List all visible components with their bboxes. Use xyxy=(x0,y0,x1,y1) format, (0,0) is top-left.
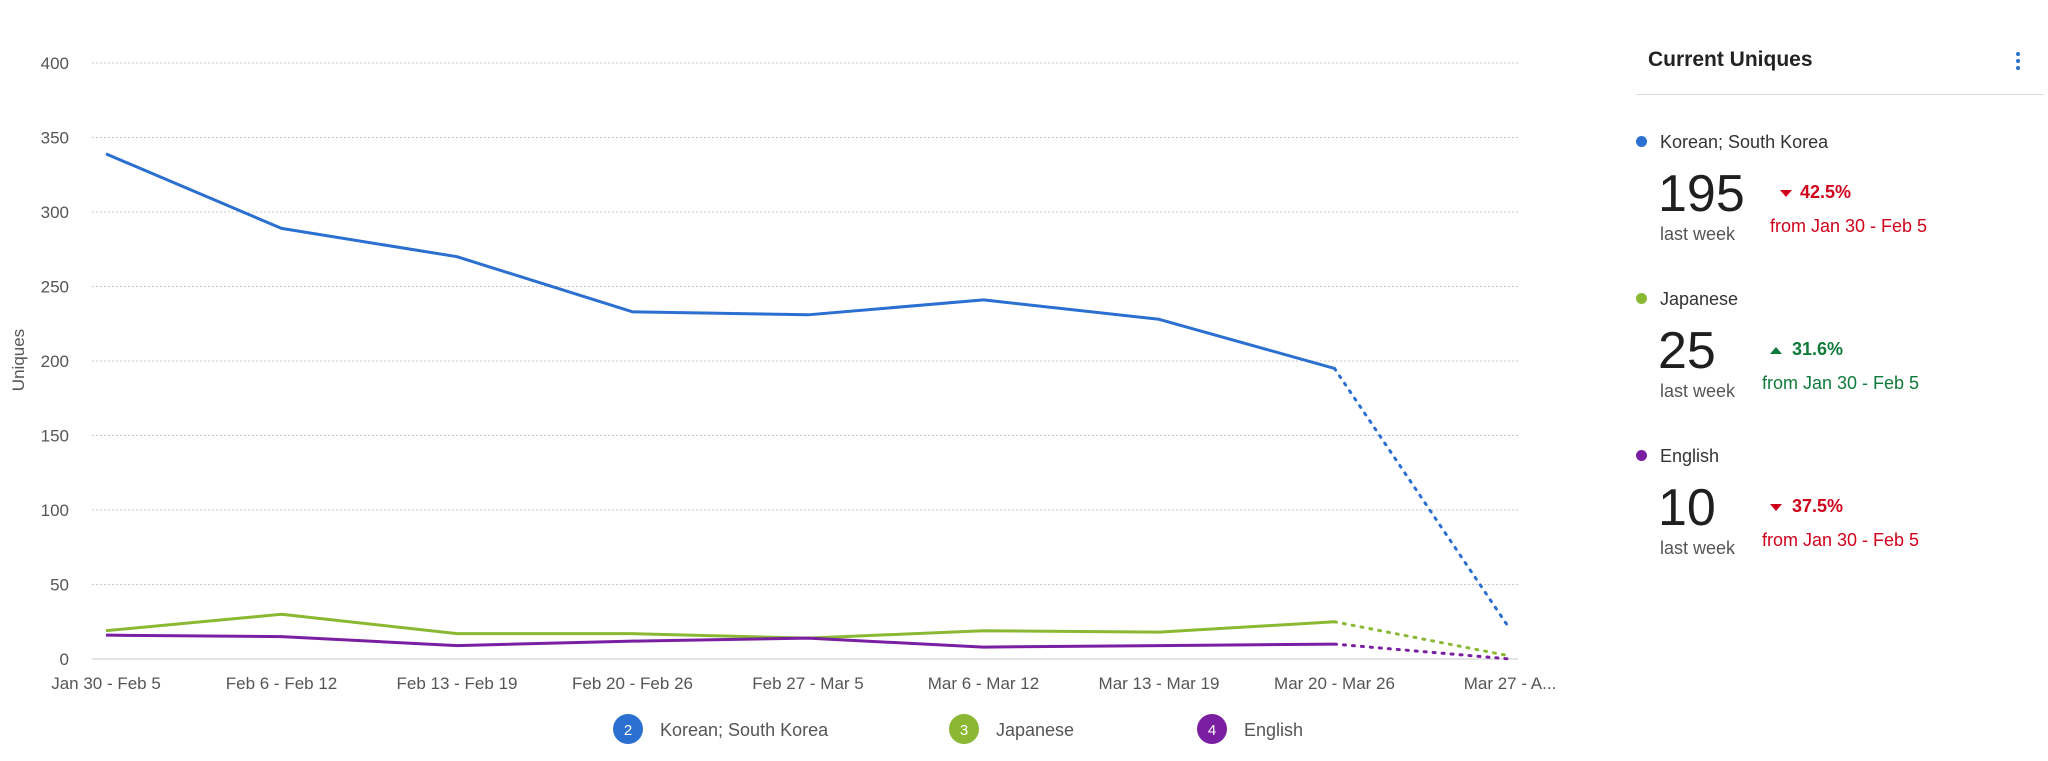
current-uniques-panel: Current Uniques Korean; South Korea 195 … xyxy=(1636,30,2044,730)
trend-up-icon xyxy=(1770,347,1782,354)
legend-item[interactable]: 3 Japanese xyxy=(949,714,1074,744)
y-axis-ticks: 0 50 100 150 200 250 300 350 400 xyxy=(41,54,69,669)
x-tick-label: Feb 6 - Feb 12 xyxy=(226,674,338,693)
series-projection-line xyxy=(1333,642,1512,661)
metric-period: last week xyxy=(1660,381,1736,401)
trend-down-icon xyxy=(1770,504,1782,511)
y-tick-label: 300 xyxy=(41,203,69,222)
legend-label: English xyxy=(1244,720,1303,740)
series-korean-south-korea xyxy=(105,152,1512,631)
legend-label: Korean; South Korea xyxy=(660,720,829,740)
metric-change: 42.5% xyxy=(1800,182,1852,202)
metric-name: Korean; South Korea xyxy=(1660,132,1829,152)
x-tick-label: Mar 13 - Mar 19 xyxy=(1099,674,1220,693)
legend-marker xyxy=(949,714,979,744)
series-line xyxy=(105,612,1335,640)
y-tick-label: 0 xyxy=(60,650,69,669)
metric-comparison: from Jan 30 - Feb 5 xyxy=(1770,216,1928,236)
line-chart: 0 50 100 150 200 250 300 350 400 Jan 30 - Feb 5 F… xyxy=(9,54,1556,744)
series-color-dot xyxy=(1636,293,1647,304)
x-tick-label: Feb 27 - Mar 5 xyxy=(752,674,864,693)
metric-value: 25 xyxy=(1658,322,1716,380)
metric-name: Japanese xyxy=(1660,289,1739,309)
metric-change: 31.6% xyxy=(1792,339,1844,359)
legend-number: 3 xyxy=(960,722,968,739)
metric-value: 10 xyxy=(1658,479,1716,537)
metric-comparison: from Jan 30 - Feb 5 xyxy=(1762,530,1920,550)
y-tick-label: 250 xyxy=(41,278,69,297)
series-japanese xyxy=(105,612,1512,658)
series-projection-line xyxy=(1333,366,1512,631)
series-english xyxy=(105,633,1512,661)
series-lines xyxy=(105,152,1512,661)
y-tick-label: 100 xyxy=(41,501,69,520)
metric-value: 195 xyxy=(1658,165,1745,223)
chart-legend: 2 Korean; South Korea 3 Japanese 4 English xyxy=(613,714,1303,744)
panel-title: Current Uniques xyxy=(1648,48,1813,71)
y-tick-label: 150 xyxy=(41,427,69,446)
y-tick-label: 50 xyxy=(50,576,69,595)
grid-lines xyxy=(92,62,1518,660)
metric-change: 37.5% xyxy=(1792,496,1844,516)
y-tick-label: 350 xyxy=(41,129,69,148)
y-tick-label: 400 xyxy=(41,54,69,73)
metric-period: last week xyxy=(1660,224,1736,244)
metric-korean: Korean; South Korea 195 last week 42.5% … xyxy=(1636,132,2044,272)
x-tick-label: Feb 20 - Feb 26 xyxy=(572,674,693,693)
series-line xyxy=(105,633,1335,649)
series-color-dot xyxy=(1636,136,1647,147)
x-axis-ticks: Jan 30 - Feb 5 Feb 6 - Feb 12 Feb 13 - Feb… xyxy=(51,674,1556,693)
x-tick-label: Feb 13 - Feb 19 xyxy=(397,674,518,693)
legend-number: 4 xyxy=(1208,722,1216,739)
panel-header: Current Uniques xyxy=(1636,30,2044,95)
trend-down-icon xyxy=(1780,190,1792,197)
more-options-icon[interactable] xyxy=(2012,52,2024,74)
legend-item[interactable]: 2 Korean; South Korea xyxy=(613,714,829,744)
legend-label: Japanese xyxy=(996,720,1074,740)
metric-english: English 10 last week 37.5% from Jan 30 -… xyxy=(1636,446,2044,586)
x-tick-label: Mar 27 - A... xyxy=(1464,674,1557,693)
legend-number: 2 xyxy=(624,722,632,739)
legend-item[interactable]: 4 English xyxy=(1197,714,1303,744)
y-axis-label: Uniques xyxy=(9,329,28,391)
series-projection-line xyxy=(1333,620,1512,658)
x-tick-label: Mar 6 - Mar 12 xyxy=(928,674,1039,693)
legend-marker xyxy=(613,714,643,744)
metric-japanese: Japanese 25 last week 31.6% from Jan 30 … xyxy=(1636,289,2044,429)
legend-marker xyxy=(1197,714,1227,744)
y-tick-label: 200 xyxy=(41,352,69,371)
metric-comparison: from Jan 30 - Feb 5 xyxy=(1762,373,1920,393)
series-line xyxy=(105,152,1335,370)
x-tick-label: Jan 30 - Feb 5 xyxy=(51,674,161,693)
metric-period: last week xyxy=(1660,538,1736,558)
metric-name: English xyxy=(1660,446,1720,466)
series-color-dot xyxy=(1636,450,1647,461)
x-tick-label: Mar 20 - Mar 26 xyxy=(1274,674,1395,693)
